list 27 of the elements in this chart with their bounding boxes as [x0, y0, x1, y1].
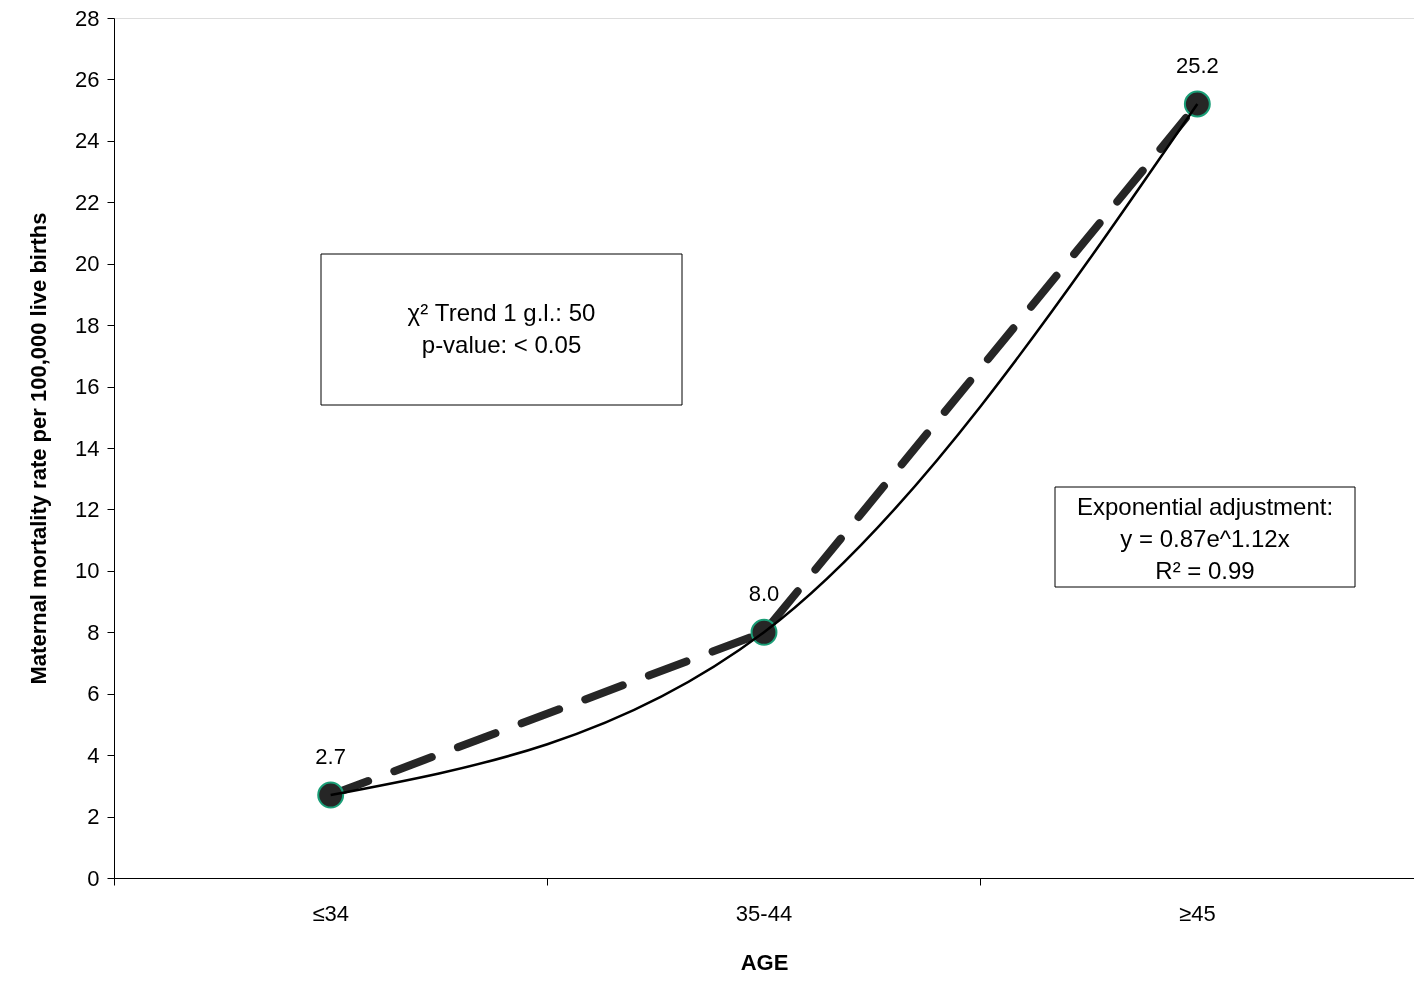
x-tick-label: 35-44: [735, 900, 793, 926]
annotation: Exponential adjustment: y = 0.87e^1.12x R² = 0.99: [1076, 493, 1334, 584]
y-tick-label: 14: [75, 435, 100, 461]
y-tick-label: 8: [87, 619, 100, 645]
y-tick-label: 26: [75, 66, 100, 92]
x-axis-title: AGE: [740, 949, 789, 975]
x-tick-label: ≥45: [1179, 900, 1216, 926]
x-tick-label: ≤34: [312, 900, 349, 926]
data-label: 2.7: [315, 744, 346, 770]
y-axis-title: Maternal mortality rate per 100,000 live births: [26, 212, 52, 685]
y-tick-label: 18: [75, 312, 100, 338]
y-tick-label: 16: [75, 374, 100, 400]
y-tick-label: 24: [75, 128, 100, 154]
y-tick-label: 4: [87, 742, 100, 768]
y-tick-label: 22: [75, 189, 100, 215]
data-label: 25.2: [1175, 53, 1219, 78]
y-tick-label: 2: [87, 804, 100, 830]
y-tick-label: 0: [87, 865, 100, 891]
point: [317, 781, 345, 809]
y-tick-label: 28: [75, 5, 100, 31]
point: [1183, 90, 1211, 118]
y-tick-label: 6: [87, 681, 100, 707]
annotation: χ² Trend 1 g.l.: 50 p-value: < 0.05: [407, 299, 596, 358]
y-tick-label: 12: [75, 496, 100, 522]
y-tick-label: 20: [75, 251, 100, 277]
data-label: 8.0: [748, 581, 780, 607]
y-tick-label: 10: [75, 558, 100, 584]
